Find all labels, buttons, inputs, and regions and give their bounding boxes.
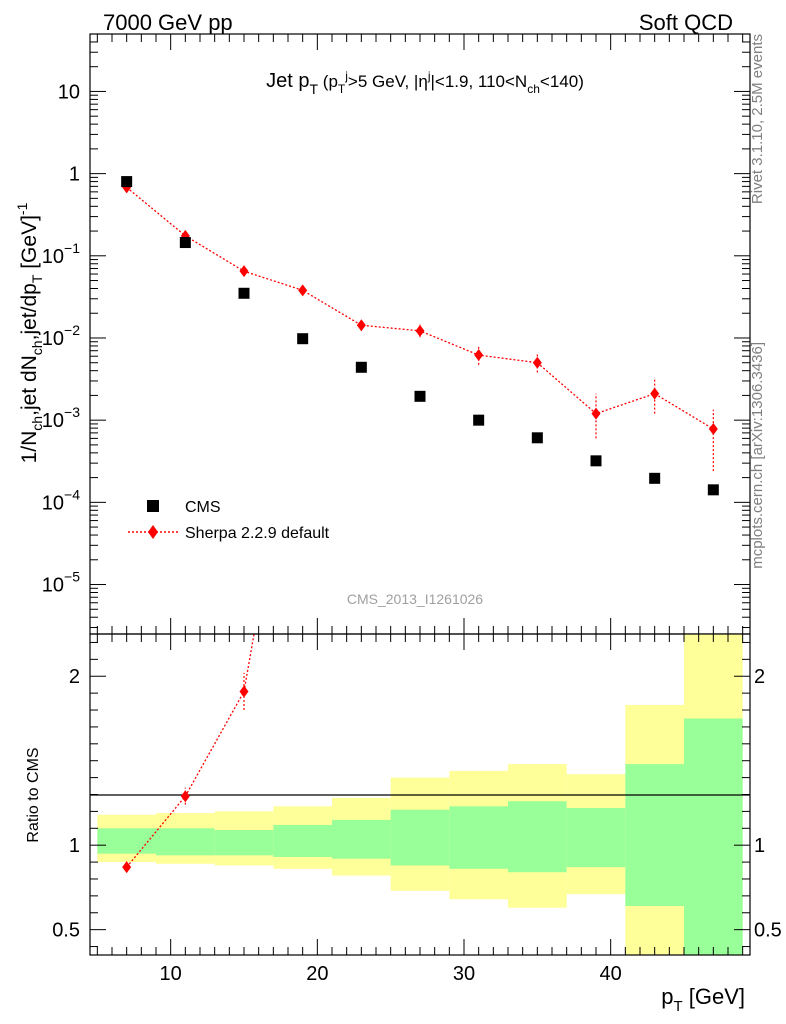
- main-y-tick-label: 10−4: [42, 486, 80, 514]
- legend-sherpa-label: Sherpa 2.2.9 default: [185, 525, 330, 542]
- band-inner: [214, 829, 274, 856]
- analysis-watermark: CMS_2013_I1261026: [347, 591, 483, 607]
- ratio-uncertainty-bands: [97, 634, 743, 955]
- mcplots-label: mcplots.cern.ch [arXiv:1306.3436]: [749, 342, 766, 569]
- legend-cms-label: CMS: [185, 499, 221, 516]
- sherpa-point: [708, 423, 718, 436]
- band-inner: [625, 764, 684, 907]
- sherpa-point: [298, 284, 308, 297]
- legend-sherpa-marker: [148, 525, 158, 539]
- sherpa-series: [122, 181, 718, 472]
- cms-point: [297, 333, 309, 345]
- sherpa-point: [532, 356, 542, 369]
- sherpa-point: [415, 324, 425, 337]
- cms-point: [473, 414, 485, 426]
- sherpa-point: [650, 387, 660, 400]
- band-inner: [566, 808, 626, 868]
- band-inner: [449, 806, 508, 869]
- band-inner: [97, 828, 156, 854]
- plot-title: Jet pT (pTj>5 GeV, |ηj|<1.9, 110<Nch<140…: [266, 69, 584, 97]
- legend-cms-marker: [147, 500, 159, 512]
- cms-point: [414, 390, 426, 402]
- ratio-y-tick-label: 0.5: [52, 920, 80, 942]
- x-tick-label: 20: [306, 963, 328, 985]
- main-y-tick-label: 10−1: [42, 240, 80, 268]
- sherpa-ratio-point: [180, 790, 190, 803]
- band-inner: [332, 819, 391, 859]
- x-tick-label: 40: [600, 963, 622, 985]
- band-inner: [684, 718, 743, 955]
- cms-point: [179, 237, 191, 249]
- legend: CMS Sherpa 2.2.9 default: [128, 499, 330, 542]
- main-panel: 10−5 10−4 10−3 10−2 10−1 1 10 Jet pT (pTj>5 Ge…: [14, 33, 751, 635]
- main-y-tick-label: 1: [69, 164, 80, 186]
- main-y-axis-label: 1/Nch,jet dNch,jet/dpT [GeV]-1: [14, 202, 45, 463]
- main-y-tick-label: 10−3: [42, 404, 80, 432]
- cms-point: [121, 176, 133, 188]
- cms-point: [238, 287, 250, 299]
- header-left: 7000 GeV pp: [103, 10, 233, 35]
- main-y-tick-label: 10: [58, 81, 80, 103]
- band-inner: [156, 828, 215, 856]
- band-inner: [508, 801, 567, 873]
- cms-point: [707, 484, 719, 496]
- sherpa-point: [474, 349, 484, 362]
- x-axis-label: pT [GeV]: [661, 984, 745, 1015]
- ratio-panel: 0.5 0.5 1 1 2 2 10 20 30 40 Ratio to CMS pT [GeV]: [25, 633, 782, 1015]
- sherpa-point: [239, 265, 249, 278]
- main-y-tick-labels: 10−5 10−4 10−3 10−2 10−1 1 10: [42, 81, 80, 596]
- sherpa-ratio-point: [122, 861, 132, 874]
- ratio-y-tick-label: 1: [69, 835, 80, 857]
- ratio-y-axis-label: Ratio to CMS: [25, 747, 42, 842]
- ratio-y-tick-label: 2: [69, 666, 80, 688]
- ratio-y-tick-label-right: 1: [754, 835, 765, 857]
- cms-series: [121, 176, 719, 496]
- sherpa-ratio-series: [122, 634, 255, 874]
- ratio-tick-labels: 0.5 0.5 1 1 2 2 10 20 30 40: [52, 666, 782, 985]
- main-y-ticks: [90, 33, 750, 634]
- ratio-y-tick-label-right: 2: [754, 666, 765, 688]
- x-tick-label: 10: [160, 963, 182, 985]
- main-y-tick-label: 10−2: [42, 322, 80, 350]
- cms-point: [649, 472, 661, 484]
- sherpa-ratio-clipped: [122, 634, 255, 874]
- header-right: Soft QCD: [639, 10, 733, 35]
- ratio-ticks: [90, 634, 750, 955]
- ratio-y-tick-label-right: 0.5: [754, 920, 782, 942]
- sherpa-ratio-point: [239, 685, 249, 698]
- x-tick-label: 30: [453, 963, 475, 985]
- sherpa-point: [591, 407, 601, 420]
- cms-point: [531, 432, 543, 444]
- band-inner: [273, 824, 332, 858]
- sherpa-point: [356, 319, 366, 332]
- rivet-label: Rivet 3.1.10, 2.5M events: [749, 34, 766, 204]
- main-y-tick-label: 10−5: [42, 569, 80, 597]
- band-inner: [390, 809, 450, 866]
- cms-point: [590, 455, 602, 467]
- sherpa-ratio-line: [126, 634, 255, 868]
- cms-point: [355, 361, 367, 373]
